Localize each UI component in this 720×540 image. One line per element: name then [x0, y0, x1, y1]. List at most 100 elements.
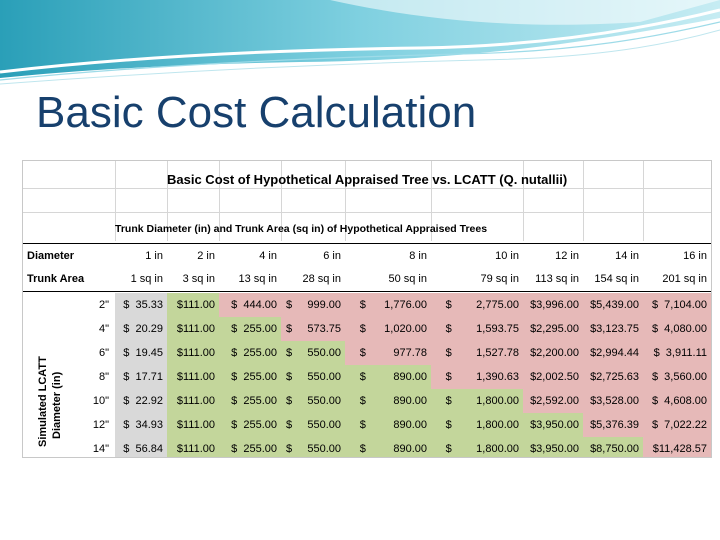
trunk-area-value: 154 sq in — [594, 273, 639, 285]
trunk-area-value: 113 sq in — [535, 273, 579, 285]
cost-cell: $2,725.63 — [583, 365, 643, 389]
trunk-area-header-row: Trunk Area 1 sq in 3 sq in 13 sq in 28 sq i… — [23, 267, 711, 292]
cost-cell: $ 35.33 — [115, 293, 167, 317]
row-diameter-label: 10" — [92, 395, 109, 407]
cost-cell: $ 999.00 — [281, 293, 345, 317]
trunk-area-value: 79 sq in — [480, 273, 519, 285]
diameter-value: 16 in — [683, 250, 707, 262]
cost-cell: $5,376.39 — [583, 413, 643, 437]
cost-cell: $111.00 — [167, 365, 219, 389]
cost-cell: $ 22.92 — [115, 389, 167, 413]
table-row: 6" $ 19.45 $111.00 $ 255.00 $ 550.00 $ 977.78… — [23, 341, 711, 365]
cost-cell: $ 7,104.00 — [643, 293, 711, 317]
cost-cell: $ 1,800.00 — [431, 437, 523, 457]
cost-cell: $2,200.00 — [523, 341, 583, 365]
cost-cell: $ 977.78 — [345, 341, 431, 365]
table-row: 14" $ 56.84 $111.00 $ 255.00 $ 550.00 $ 890.0… — [23, 437, 711, 457]
cost-cell: $ 255.00 — [219, 341, 281, 365]
diameter-header-row: Diameter 1 in 2 in 4 in 6 in 8 in 10 in 12 in 1… — [23, 243, 711, 268]
header-banner-decoration — [0, 0, 720, 85]
cost-cell: $ 7,022.22 — [643, 413, 711, 437]
trunk-area-value: 201 sq in — [662, 273, 707, 285]
trunk-area-value: 3 sq in — [182, 273, 215, 285]
cost-cell: $ 1,593.75 — [431, 317, 523, 341]
cost-cell: $111.00 — [167, 437, 219, 457]
cost-cell: $ 550.00 — [281, 413, 345, 437]
diameter-value: 4 in — [259, 250, 277, 262]
cost-cell: $8,750.00 — [583, 437, 643, 457]
cost-cell: $3,996.00 — [523, 293, 583, 317]
diameter-value: 10 in — [495, 250, 519, 262]
cost-cell: $ 550.00 — [281, 389, 345, 413]
row-axis-label-line2: Diameter (in) — [51, 371, 63, 439]
cost-cell: $ 4,080.00 — [643, 317, 711, 341]
cost-cell: $ 550.00 — [281, 437, 345, 457]
cost-cell: $2,002.50 — [523, 365, 583, 389]
cost-cell: $111.00 — [167, 341, 219, 365]
slide-title: Basic Cost Calculation — [36, 88, 477, 137]
cost-cell: $ 255.00 — [219, 437, 281, 457]
cost-cell: $ 34.93 — [115, 413, 167, 437]
cost-cell: $ 255.00 — [219, 365, 281, 389]
cost-cell: $111.00 — [167, 389, 219, 413]
table-title: Basic Cost of Hypothetical Appraised Tre… — [167, 172, 568, 187]
cost-cell: $ 17.71 — [115, 365, 167, 389]
cost-cell: $ 550.00 — [281, 341, 345, 365]
table-row: 8" $ 17.71 $111.00 $ 255.00 $ 550.00 $ 890.00… — [23, 365, 711, 389]
trunk-area-value: 1 sq in — [130, 273, 163, 285]
cost-cell: $ 4,608.00 — [643, 389, 711, 413]
cost-cell: $ 890.00 — [345, 365, 431, 389]
diameter-value: 1 in — [145, 250, 163, 262]
cost-cell: $ 1,527.78 — [431, 341, 523, 365]
table-row: 10" $ 22.92 $111.00 $ 255.00 $ 550.00 $ 890.0… — [23, 389, 711, 413]
cost-cell: $ 56.84 — [115, 437, 167, 457]
cost-cell: $ 255.00 — [219, 413, 281, 437]
cost-cell: $ 890.00 — [345, 413, 431, 437]
trunk-area-value: 50 sq in — [388, 273, 427, 285]
cost-cell: $ 3,911.11 — [643, 341, 711, 365]
cost-cell: $ 890.00 — [345, 389, 431, 413]
trunk-area-label: Trunk Area — [27, 273, 85, 285]
cost-cell: $ 255.00 — [219, 389, 281, 413]
cost-cell: $111.00 — [167, 293, 219, 317]
diameter-value: 6 in — [323, 250, 341, 262]
cost-cell: $ 3,560.00 — [643, 365, 711, 389]
row-diameter-label: 6" — [98, 347, 109, 359]
diameter-value: 12 in — [555, 250, 579, 262]
cost-cell: $2,592.00 — [523, 389, 583, 413]
table-subtitle: Trunk Diameter (in) and Trunk Area (sq i… — [115, 223, 488, 235]
diameter-value: 14 in — [615, 250, 639, 262]
cost-cell: $3,528.00 — [583, 389, 643, 413]
cost-cell: $3,950.00 — [523, 413, 583, 437]
row-axis-label: Simulated LCATT Diameter (in) — [37, 289, 103, 449]
row-diameter-label: 12" — [92, 419, 109, 431]
row-diameter-label: 8" — [98, 371, 109, 383]
spreadsheet-table: Basic Cost of Hypothetical Appraised Tre… — [22, 160, 712, 458]
cost-cell: $3,123.75 — [583, 317, 643, 341]
row-diameter-label: 2" — [98, 299, 109, 311]
cost-cell: $11,428.57 — [643, 437, 711, 457]
diameter-value: 2 in — [197, 250, 215, 262]
cost-cell: $ 1,800.00 — [431, 413, 523, 437]
table-row: 4" $ 20.29 $111.00 $ 255.00 $ 573.75 $ 1,020.… — [23, 317, 711, 341]
cost-cell: $ 1,020.00 — [345, 317, 431, 341]
trunk-area-value: 28 sq in — [302, 273, 341, 285]
cost-cell: $ 1,390.63 — [431, 365, 523, 389]
cost-cell: $5,439.00 — [583, 293, 643, 317]
diameter-value: 8 in — [409, 250, 427, 262]
table-row: 2" $ 35.33 $111.00 $ 444.00 $ 999.00 $ 1,776.… — [23, 293, 711, 317]
cost-cell: $ 444.00 — [219, 293, 281, 317]
cost-cell: $ 2,775.00 — [431, 293, 523, 317]
cost-cell: $2,295.00 — [523, 317, 583, 341]
row-axis-label-line1: Simulated LCATT — [37, 356, 49, 447]
cost-cell: $ 19.45 — [115, 341, 167, 365]
diameter-label: Diameter — [27, 250, 75, 262]
cost-cell: $ 890.00 — [345, 437, 431, 457]
trunk-area-value: 13 sq in — [238, 273, 277, 285]
cost-cell: $ 573.75 — [281, 317, 345, 341]
row-diameter-label: 14" — [92, 443, 109, 455]
row-diameter-label: 4" — [98, 323, 109, 335]
cost-cell: $ 20.29 — [115, 317, 167, 341]
cost-cell: $111.00 — [167, 413, 219, 437]
cost-cell: $ 1,800.00 — [431, 389, 523, 413]
